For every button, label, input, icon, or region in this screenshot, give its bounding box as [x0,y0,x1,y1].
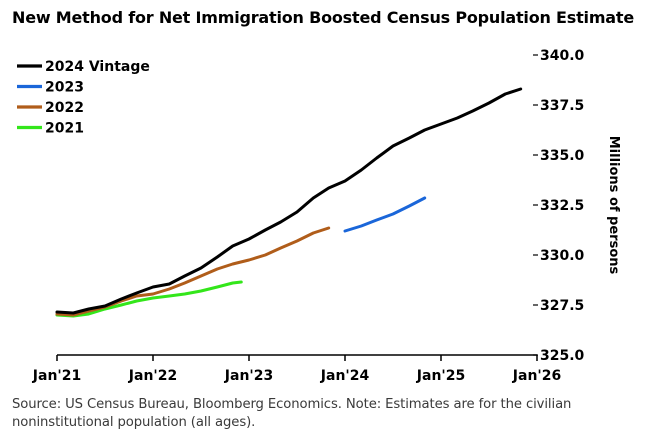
legend-label: 2022 [45,100,84,116]
source-note: Source: US Census Bureau, Bloomberg Econ… [12,397,572,430]
y-axis-label: Millions of persons [606,136,621,275]
y-tick-label: 335.0 [540,148,585,164]
x-tick-label: Jan'23 [224,368,273,384]
y-tick-label: 337.5 [540,98,584,114]
x-tick-label: Jan'22 [128,368,177,384]
x-tick-label: Jan'25 [416,368,465,384]
chart-title: New Method for Net Immigration Boosted C… [12,8,635,27]
y-tick-label: 332.5 [540,198,584,214]
legend-item: 2021 [17,121,84,137]
legend-item: 2023 [17,80,84,96]
x-tick-label: Jan'24 [320,368,370,384]
legend-label: 2024 Vintage [45,59,150,75]
legend-item: 2022 [17,100,84,116]
x-tick-label: Jan'21 [32,368,81,384]
chart: 340.0 337.5 335.0 332.5 330.0 327.5 325.0 Jan'2… [17,48,621,384]
axes: 340.0 337.5 335.0 332.5 330.0 327.5 325.0 Jan'2… [32,48,585,384]
series-line-2023 [343,196,427,233]
y-tick-label: 327.5 [540,298,584,314]
series-layer [55,87,523,318]
legend-item: 2024 Vintage [17,59,150,75]
y-tick-label: 330.0 [540,248,585,264]
legend-label: 2021 [45,121,84,137]
series-line-2021 [55,280,243,318]
y-tick-label: 340.0 [540,48,585,64]
x-tick-label: Jan'26 [512,368,561,384]
legend: 2024 Vintage 2023 2022 2021 [17,59,150,137]
legend-label: 2023 [45,80,84,96]
series-line-2024-vintage [55,87,523,315]
y-tick-label: 325.0 [540,348,585,364]
